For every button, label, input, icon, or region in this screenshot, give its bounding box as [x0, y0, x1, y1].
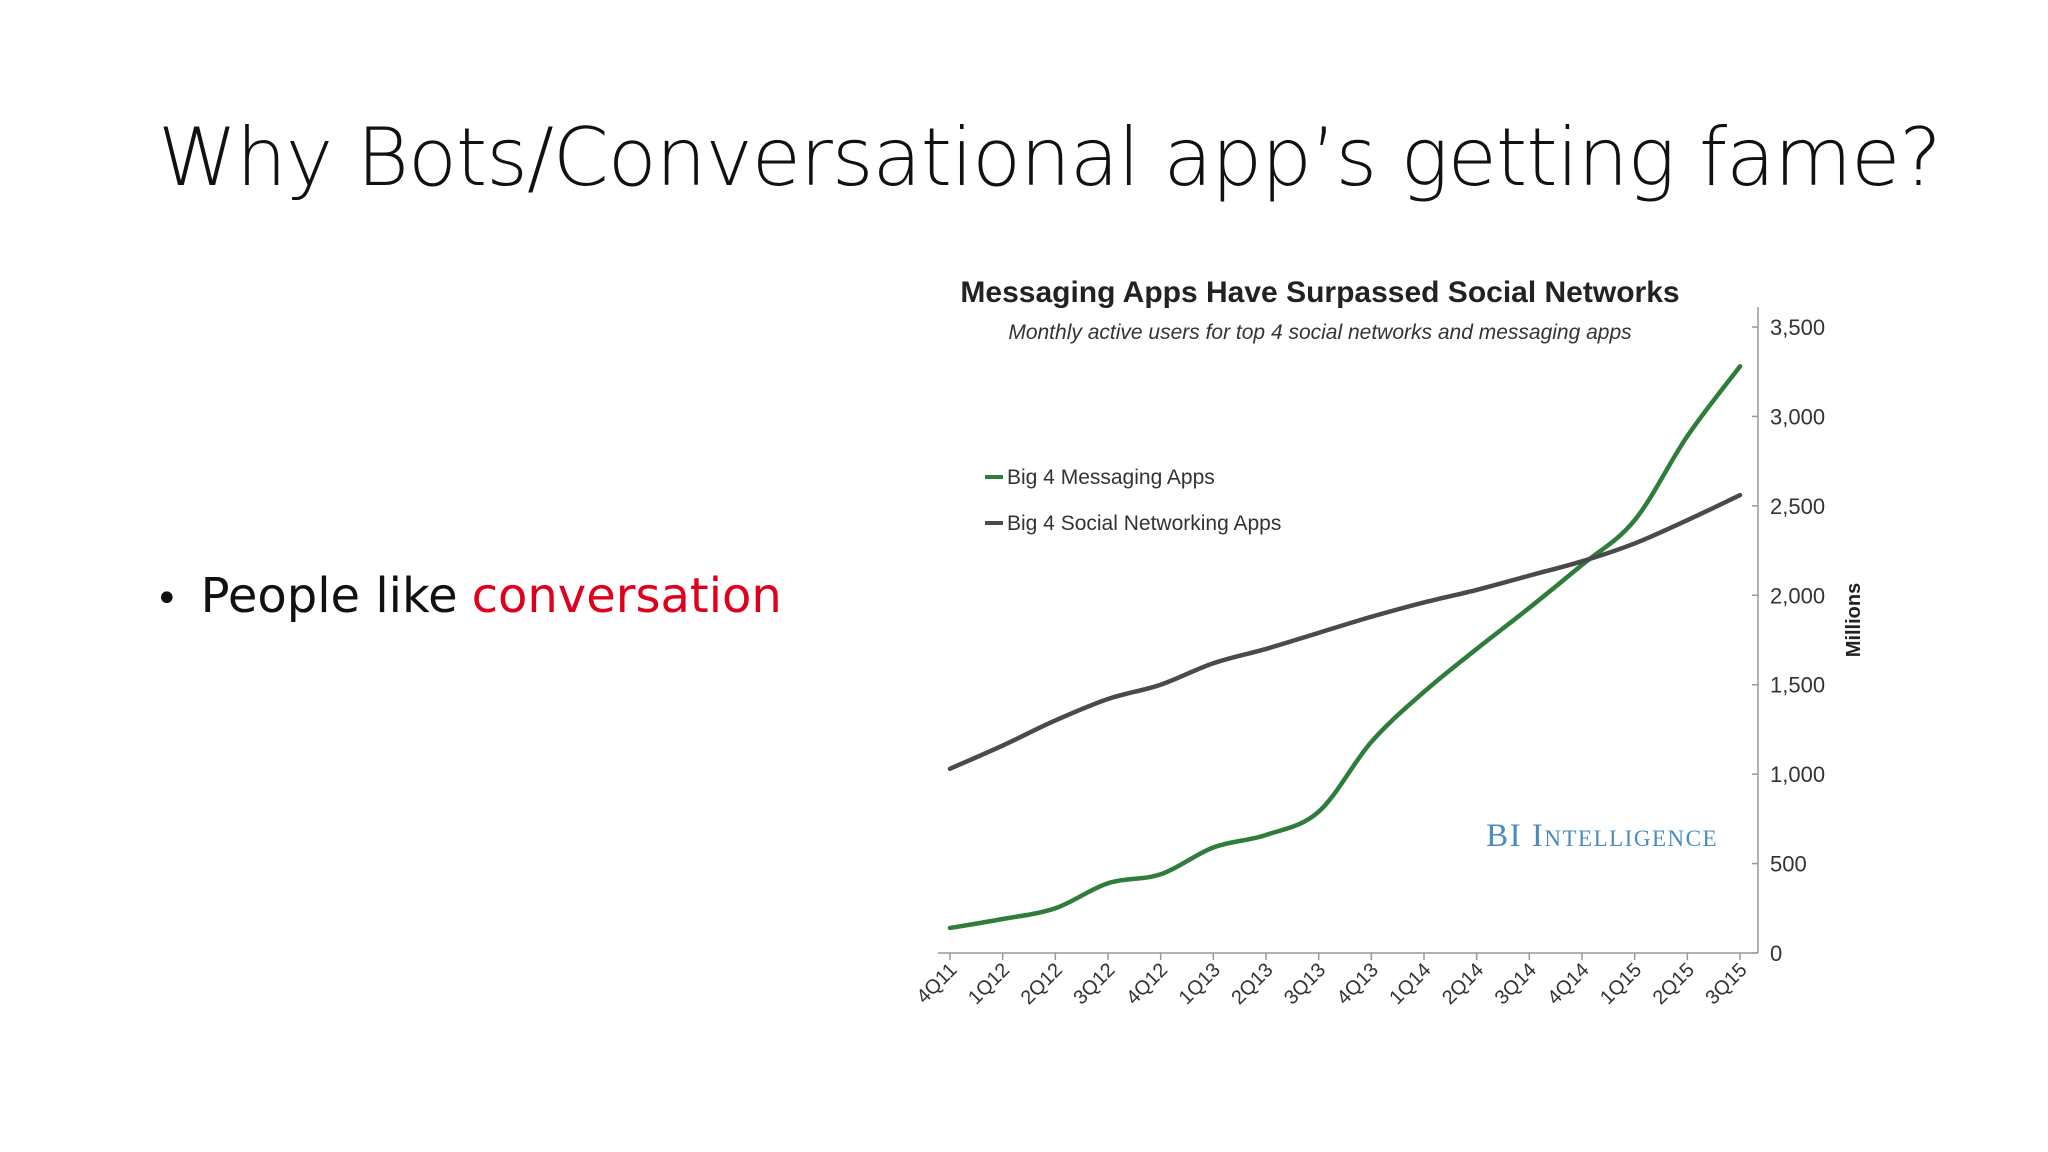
- x-tick-label: 2Q14: [1438, 959, 1488, 1009]
- x-tick-label: 2Q13: [1227, 959, 1277, 1009]
- legend-label: Big 4 Social Networking Apps: [1007, 512, 1281, 535]
- y-tick-label: 1,500: [1770, 673, 1825, 698]
- bullet-text: People like: [200, 568, 458, 624]
- x-tick-label: 1Q14: [1385, 959, 1435, 1009]
- chart-subtitle: Monthly active users for top 4 social ne…: [1008, 321, 1632, 344]
- x-tick-label: 4Q11: [912, 959, 961, 1008]
- x-tick-label: 4Q12: [1122, 959, 1172, 1009]
- y-tick-label: 2,000: [1770, 583, 1825, 608]
- x-tick-label: 4Q14: [1543, 959, 1593, 1009]
- x-tick-label: 1Q15: [1596, 959, 1646, 1009]
- x-tick-label: 3Q15: [1701, 959, 1751, 1009]
- x-tick-label: 3Q14: [1491, 959, 1541, 1009]
- chart-title: Messaging Apps Have Surpassed Social Net…: [960, 276, 1679, 309]
- legend-label: Big 4 Messaging Apps: [1007, 466, 1215, 489]
- x-tick-label: 3Q13: [1280, 959, 1330, 1009]
- bullet-highlight-text: conversation: [471, 568, 782, 624]
- x-tick-label: 1Q13: [1175, 959, 1225, 1009]
- y-tick-label: 2,500: [1770, 494, 1825, 519]
- y-tick-label: 500: [1770, 852, 1807, 877]
- bullet-item: • People like conversation: [155, 568, 782, 624]
- chart-panel: Messaging Apps Have Surpassed Social Net…: [910, 262, 1860, 1062]
- slide-title: Why Bots/Conversational app’s getting fa…: [158, 111, 1942, 204]
- x-tick-label: 1Q12: [964, 959, 1014, 1009]
- series-line-social: [947, 492, 1743, 772]
- y-tick-label: 1,000: [1770, 762, 1825, 787]
- x-tick-label: 3Q12: [1069, 959, 1119, 1009]
- y-tick-label: 0: [1770, 941, 1782, 966]
- series-line-messaging: [947, 364, 1743, 931]
- x-tick-label: 2Q12: [1017, 959, 1067, 1009]
- y-tick-label: 3,500: [1770, 315, 1825, 340]
- y-tick-label: 3,000: [1770, 404, 1825, 429]
- y-axis-label: Millions: [1843, 583, 1860, 657]
- x-tick-label: 4Q13: [1333, 959, 1383, 1009]
- bullet-list: • People like conversation: [155, 568, 782, 624]
- watermark-label: BI Intelligence: [1486, 818, 1718, 854]
- bullet-dot-icon: •: [155, 576, 179, 622]
- line-chart: Messaging Apps Have Surpassed Social Net…: [912, 276, 1860, 1009]
- x-tick-label: 2Q15: [1649, 959, 1699, 1009]
